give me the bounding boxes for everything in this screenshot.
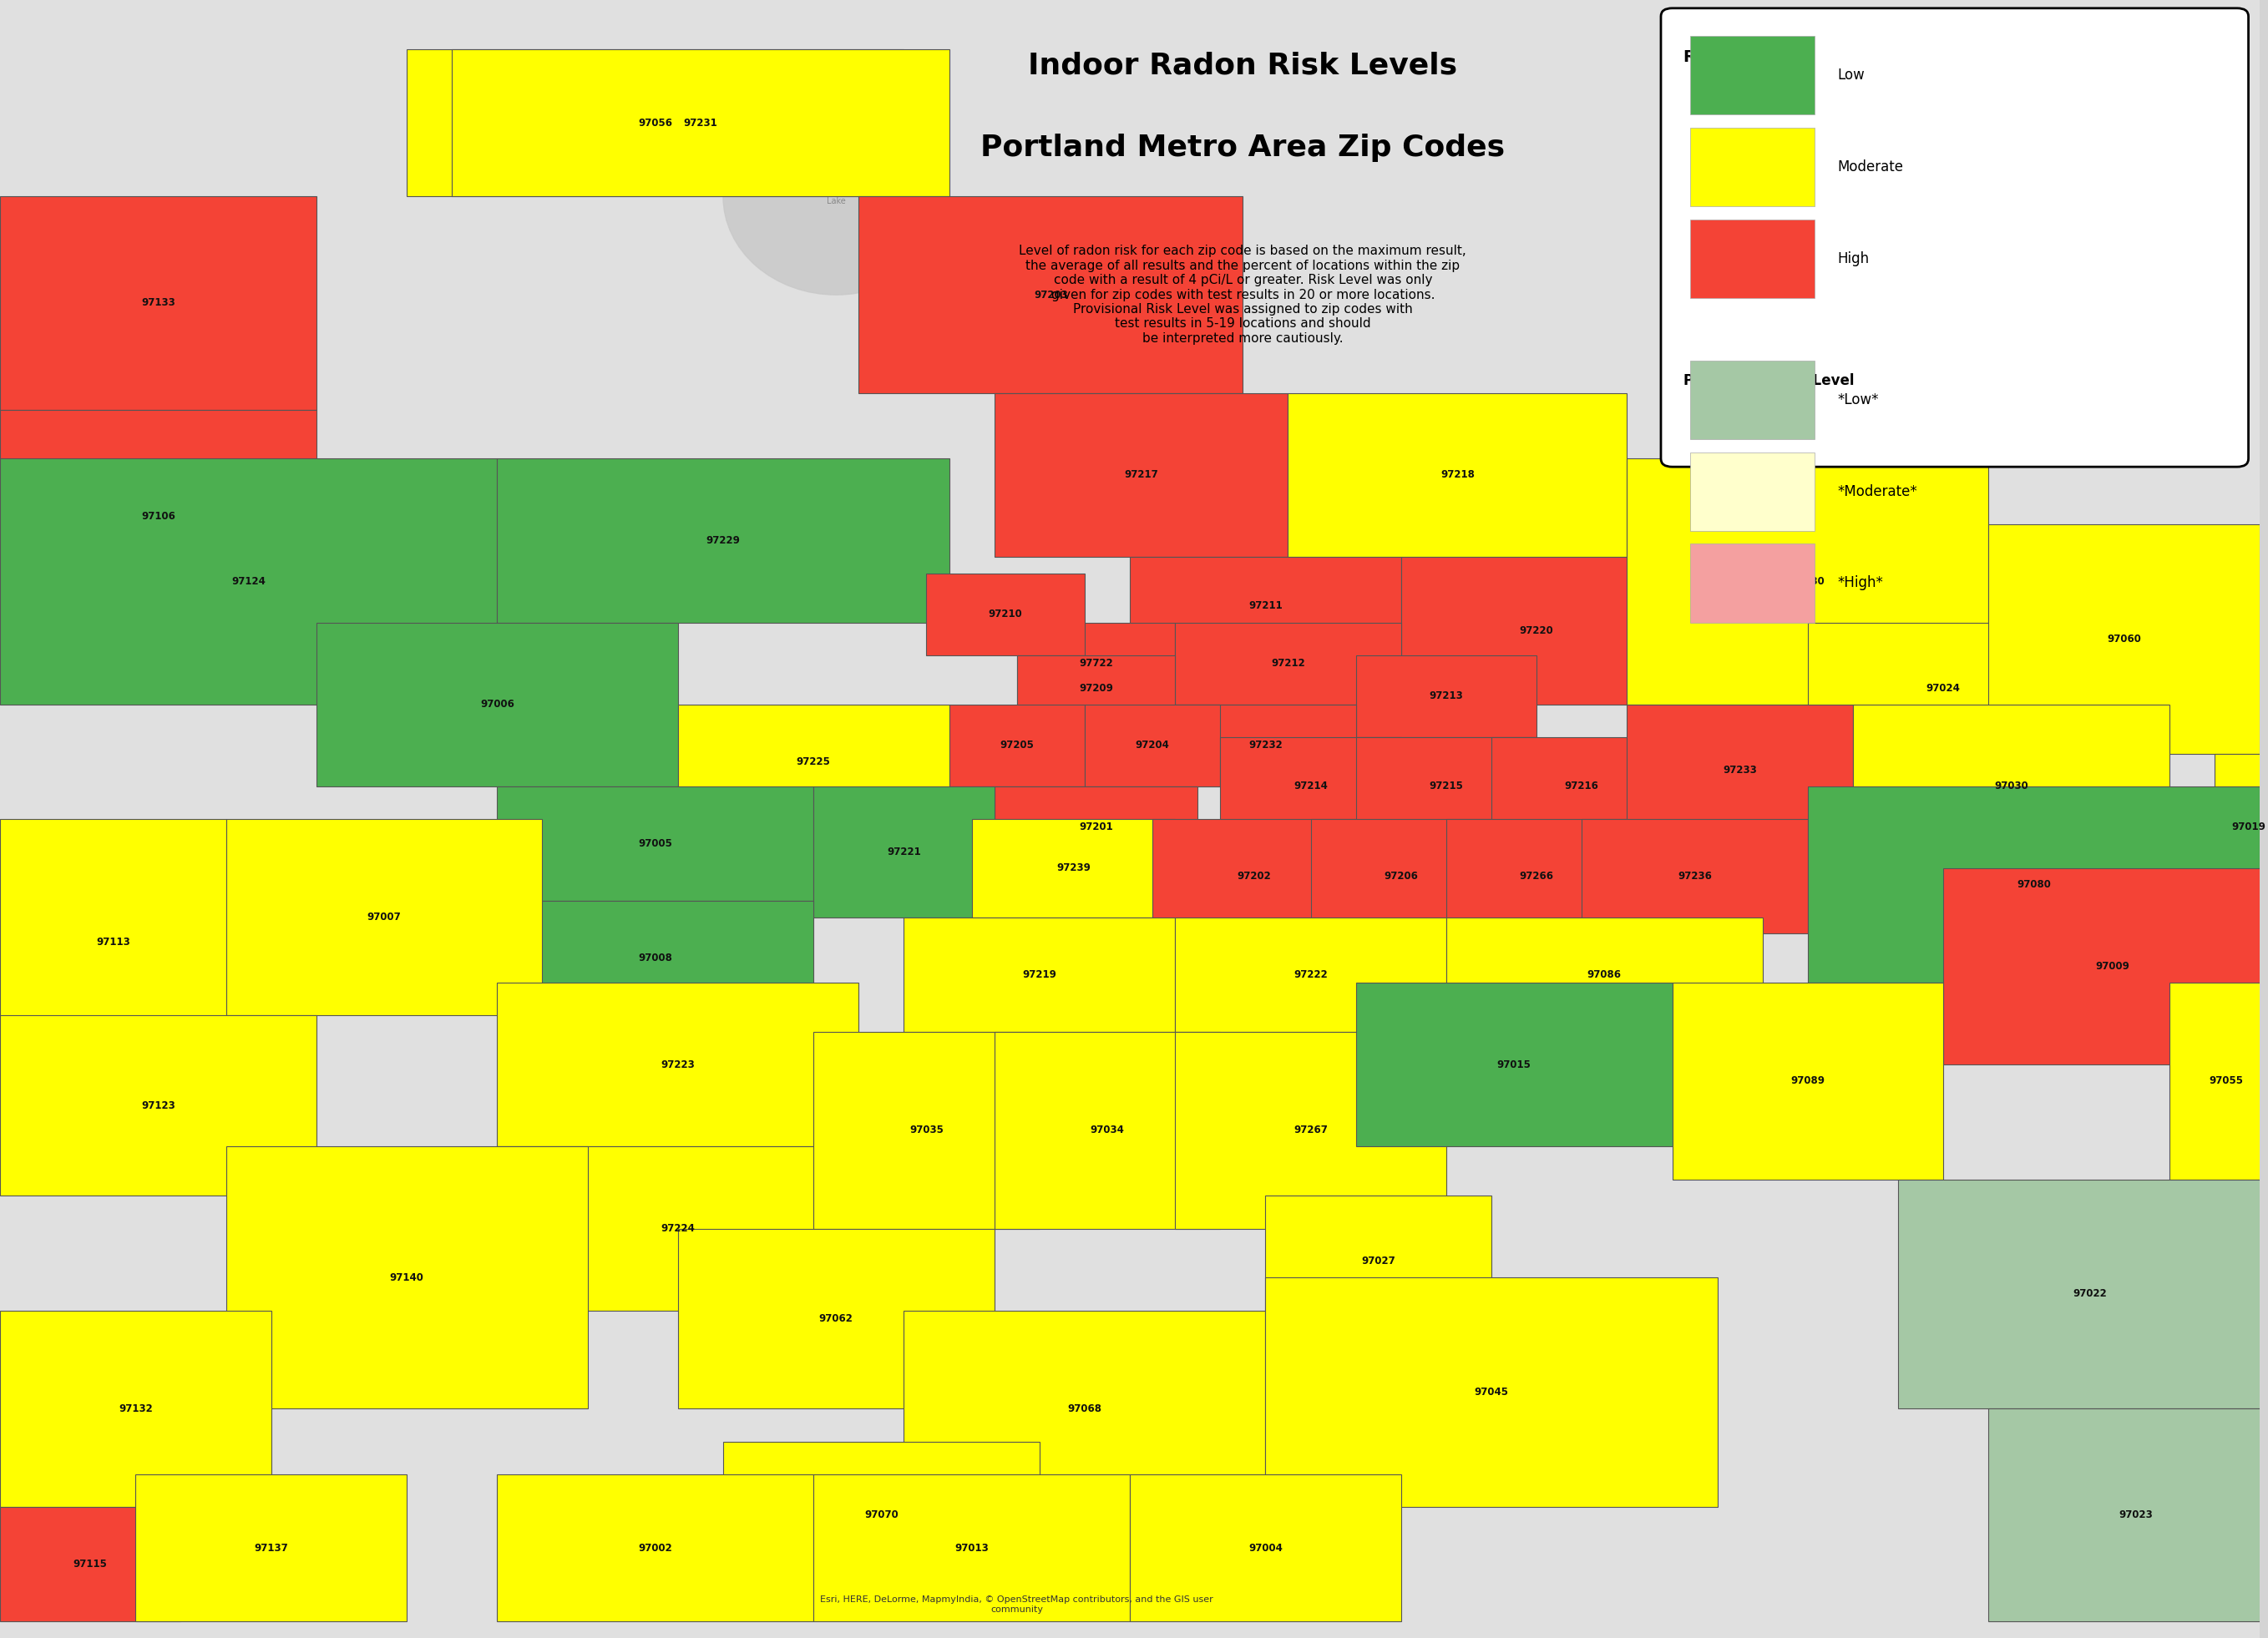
- Polygon shape: [1492, 737, 1672, 835]
- Text: 97205: 97205: [1000, 740, 1034, 750]
- Polygon shape: [1356, 655, 1538, 737]
- Text: 97070: 97070: [864, 1510, 898, 1520]
- Text: 97266: 97266: [1520, 871, 1554, 881]
- Text: 97060: 97060: [2107, 634, 2141, 644]
- Text: 97023: 97023: [2118, 1510, 2152, 1520]
- Text: 97231: 97231: [683, 118, 717, 128]
- Polygon shape: [905, 917, 1175, 1032]
- Text: 97210: 97210: [989, 609, 1023, 619]
- Text: 97211: 97211: [1247, 601, 1281, 611]
- Text: 97106: 97106: [141, 511, 175, 521]
- Text: 97202: 97202: [1236, 871, 1270, 881]
- Text: 97089: 97089: [1792, 1076, 1826, 1086]
- Text: 97267: 97267: [1293, 1125, 1327, 1135]
- Polygon shape: [723, 1441, 1039, 1589]
- Text: 97213: 97213: [1429, 691, 1463, 701]
- Polygon shape: [1626, 704, 1853, 835]
- Polygon shape: [1989, 1409, 2268, 1622]
- Text: Indoor Radon Risk Levels: Indoor Radon Risk Levels: [1027, 51, 1458, 80]
- Text: *Low*: *Low*: [1837, 391, 1878, 408]
- Polygon shape: [1898, 1179, 2268, 1409]
- Polygon shape: [1266, 1196, 1492, 1327]
- Text: 97223: 97223: [660, 1060, 694, 1070]
- Polygon shape: [928, 573, 1084, 655]
- Polygon shape: [497, 459, 948, 622]
- Text: 97086: 97086: [1588, 970, 1622, 980]
- Polygon shape: [315, 622, 678, 786]
- Text: Moderate: Moderate: [1837, 159, 1903, 175]
- Polygon shape: [2168, 983, 2268, 1179]
- Text: Risk Level: Risk Level: [1683, 49, 1776, 66]
- Polygon shape: [1356, 737, 1538, 835]
- Text: 97056: 97056: [637, 118, 671, 128]
- Polygon shape: [1626, 459, 1989, 704]
- Text: 97080: 97080: [2016, 880, 2050, 889]
- Text: 97008: 97008: [637, 953, 671, 963]
- Polygon shape: [1129, 557, 1402, 655]
- Polygon shape: [905, 1310, 1266, 1507]
- Text: 97229: 97229: [705, 536, 739, 545]
- Polygon shape: [1220, 737, 1402, 835]
- Text: 97219: 97219: [1023, 970, 1057, 980]
- Polygon shape: [814, 786, 993, 917]
- Polygon shape: [1129, 1474, 1402, 1622]
- Polygon shape: [497, 1147, 860, 1310]
- Bar: [1690, 360, 1814, 439]
- Text: 97209: 97209: [1080, 683, 1114, 693]
- Polygon shape: [451, 49, 948, 197]
- Text: *Moderate*: *Moderate*: [1837, 483, 1916, 500]
- Text: 97140: 97140: [390, 1273, 424, 1283]
- Text: 97203: 97203: [1034, 290, 1068, 300]
- Polygon shape: [1402, 557, 1672, 704]
- Polygon shape: [814, 1474, 1129, 1622]
- Text: 97115: 97115: [73, 1559, 107, 1569]
- Text: 97225: 97225: [796, 757, 830, 767]
- Polygon shape: [678, 1228, 993, 1409]
- Polygon shape: [948, 704, 1084, 786]
- Text: 97239: 97239: [1057, 863, 1091, 873]
- Text: 97022: 97022: [2073, 1289, 2107, 1299]
- Polygon shape: [2214, 753, 2268, 901]
- Polygon shape: [497, 983, 860, 1147]
- Text: 97214: 97214: [1293, 781, 1327, 791]
- Text: 97055: 97055: [2209, 1076, 2243, 1086]
- Text: 97123: 97123: [141, 1101, 175, 1111]
- Text: 97024: 97024: [1926, 683, 1960, 693]
- Polygon shape: [0, 1016, 315, 1196]
- Text: 97113: 97113: [95, 937, 129, 947]
- Text: 97013: 97013: [955, 1543, 989, 1553]
- Text: 97224: 97224: [660, 1224, 694, 1233]
- Text: 97005: 97005: [637, 839, 671, 848]
- Text: Level of radon risk for each zip code is based on the maximum result,
the averag: Level of radon risk for each zip code is…: [1018, 246, 1467, 344]
- Text: 97015: 97015: [1497, 1060, 1531, 1070]
- Polygon shape: [993, 786, 1198, 868]
- Polygon shape: [1084, 704, 1220, 786]
- Text: 97068: 97068: [1068, 1404, 1102, 1414]
- Ellipse shape: [723, 98, 948, 295]
- Text: WASHINGTON: WASHINGTON: [2109, 405, 2184, 414]
- Polygon shape: [1152, 819, 1356, 934]
- Polygon shape: [971, 819, 1175, 917]
- Polygon shape: [1672, 983, 1944, 1179]
- Text: 97137: 97137: [254, 1543, 288, 1553]
- Polygon shape: [1175, 704, 1356, 786]
- Polygon shape: [1853, 704, 2168, 868]
- Polygon shape: [1016, 622, 1175, 704]
- Text: 97722: 97722: [1080, 658, 1114, 668]
- Bar: [1690, 128, 1814, 206]
- Text: 97132: 97132: [118, 1404, 152, 1414]
- Text: 97030: 97030: [1994, 781, 2028, 791]
- Text: *High*: *High*: [1837, 575, 1882, 591]
- Text: 97133: 97133: [141, 298, 175, 308]
- Polygon shape: [1356, 983, 1672, 1147]
- Text: 97218: 97218: [1440, 470, 1474, 480]
- Text: 97220: 97220: [1520, 626, 1554, 636]
- Text: 97206: 97206: [1383, 871, 1418, 881]
- Bar: [1690, 544, 1814, 622]
- Polygon shape: [1016, 655, 1175, 721]
- Polygon shape: [1311, 819, 1492, 934]
- Polygon shape: [0, 819, 227, 1065]
- Polygon shape: [0, 459, 497, 704]
- Text: 97212: 97212: [1270, 658, 1304, 668]
